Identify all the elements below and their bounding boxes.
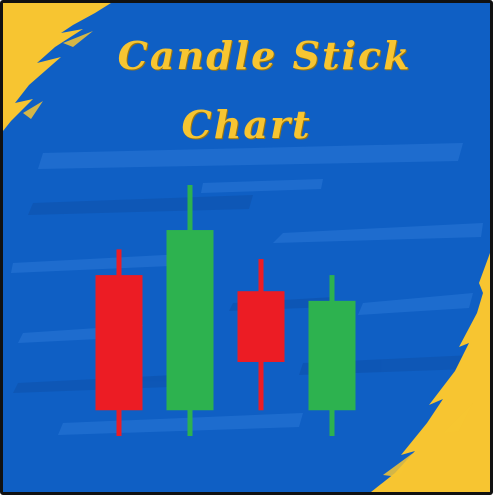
candle-body	[166, 230, 214, 411]
candlestick-chart	[95, 185, 356, 436]
candle-body	[308, 300, 356, 411]
title-line-2: Chart	[181, 102, 312, 147]
candle-body	[95, 275, 143, 411]
chart-card: Candle Stick Chart	[0, 0, 493, 495]
candle-2	[166, 185, 214, 436]
candle-1	[95, 249, 143, 436]
yellow-brush-bottom-right	[371, 253, 490, 492]
yellow-brush-top-left	[3, 3, 111, 131]
candle-3	[237, 259, 285, 411]
candle-4	[308, 275, 356, 436]
candle-body	[237, 291, 285, 362]
title-line-1: Candle Stick	[117, 33, 412, 78]
